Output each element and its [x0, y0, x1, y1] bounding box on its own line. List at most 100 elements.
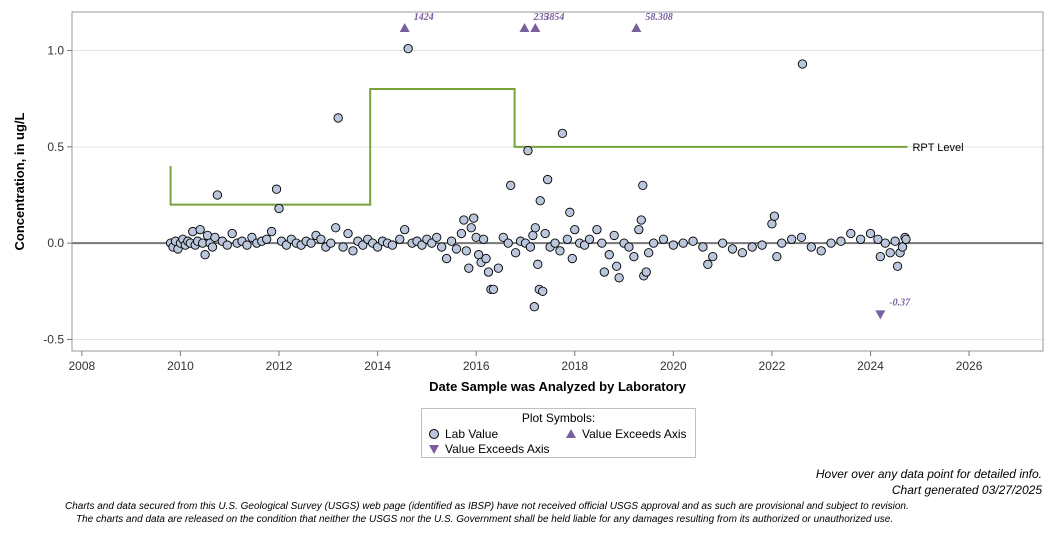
lab-value-point [506, 180, 516, 191]
exceeds-axis-value-label: 235 [532, 12, 548, 23]
x-tick-label: 2010 [167, 359, 194, 373]
lab-value-point [885, 248, 895, 258]
lab-value-point [648, 238, 659, 248]
y-tick-label: -0.5 [43, 332, 64, 346]
lab-value-point [528, 230, 538, 241]
lab-value-point [533, 259, 543, 269]
lab-value-point [555, 246, 565, 256]
lab-value-points [165, 43, 911, 312]
lab-value-point [865, 228, 876, 239]
lab-value-point [892, 261, 903, 271]
lab-value-point [769, 211, 780, 221]
triangle-down-icon [429, 445, 439, 454]
lab-value-point [432, 232, 442, 243]
lab-value-point [708, 251, 718, 262]
lab-value-point [403, 43, 413, 54]
lab-value-point [638, 180, 648, 191]
lab-value-point [525, 242, 536, 252]
exceeds-axis-up-marker [519, 23, 530, 32]
lab-value-point [737, 248, 747, 258]
lab-value-point [641, 267, 651, 277]
lab-value-point [478, 234, 489, 244]
lab-value-point [826, 238, 836, 248]
lab-value-point [875, 251, 885, 262]
lab-value-point [816, 246, 826, 256]
legend-item-exceeds-down: Value Exceeds Axis [428, 442, 550, 456]
lab-value-point [624, 242, 634, 252]
lab-value-point [493, 263, 504, 273]
lab-value-point [880, 238, 890, 248]
lab-value-point [614, 273, 624, 283]
lab-value-point [195, 225, 205, 235]
lab-value-point [535, 196, 545, 206]
lab-value-point [597, 238, 607, 248]
lab-value-point [530, 223, 540, 233]
lab-value-point [387, 240, 398, 250]
lab-value-point [451, 244, 462, 254]
lab-value-point [326, 238, 336, 248]
x-tick-label: 2018 [561, 359, 588, 373]
y-tick-label: 0.0 [47, 236, 64, 250]
lab-value-point [678, 238, 688, 248]
lab-value-point [565, 207, 575, 217]
lab-value-point [343, 228, 353, 239]
exceeds-axis-value-label: 3854 [543, 12, 564, 23]
lab-value-point [529, 302, 539, 312]
lab-value-point [333, 113, 343, 123]
lab-value-point [400, 225, 410, 235]
lab-value-point [466, 223, 476, 233]
x-tick-label: 2020 [660, 359, 687, 373]
chart-generated-date: Chart generated 03/27/2025 [891, 483, 1042, 497]
lab-value-point [567, 253, 577, 264]
lab-value-point [570, 225, 580, 235]
x-tick-label: 2014 [364, 359, 391, 373]
lab-value-point [437, 242, 447, 252]
lab-value-point [846, 228, 856, 239]
x-tick-label: 2012 [266, 359, 293, 373]
lab-value-point [542, 174, 553, 185]
lab-value-point [796, 232, 807, 243]
y-axis-title: Concentration, in ug/L [12, 112, 27, 250]
exceeds-axis-value-label: -0.37 [889, 297, 911, 308]
lab-value-point [806, 242, 816, 252]
lab-value-point [584, 234, 595, 244]
exceeds-axis-down-marker [875, 310, 886, 320]
lab-value-point [890, 236, 900, 246]
lab-value-point [562, 234, 573, 244]
legend-item-exceeds-up: Value Exceeds Axis [565, 427, 687, 441]
plot-frame [71, 11, 1044, 352]
exceeds-axis-up-marker [631, 23, 642, 32]
hover-hint: Hover over any data point for detailed i… [815, 467, 1042, 481]
lab-value-point [338, 242, 348, 252]
disclaimer-line-2: The charts and data are released on the … [76, 514, 894, 525]
lab-value-point [629, 251, 639, 262]
lab-value-point [481, 253, 491, 264]
lab-value-point [459, 215, 469, 225]
y-tick-label: 0.5 [47, 140, 64, 154]
y-axis-ticks: -0.5 0.0 0.5 1.0 [43, 44, 72, 346]
lab-value-point [242, 240, 252, 250]
lab-value-point [446, 236, 457, 246]
lab-value-point [348, 246, 358, 256]
lab-value-point [207, 242, 218, 252]
legend-title: Plot Symbols: [521, 411, 596, 425]
legend-exceeds-up-label: Value Exceeds Axis [582, 427, 687, 441]
x-axis-title: Date Sample was Analyzed by Laboratory [429, 379, 686, 394]
lab-value-point [786, 234, 797, 244]
lab-value-point [901, 234, 911, 244]
legend-exceeds-down-label: Value Exceeds Axis [445, 442, 550, 456]
lab-value-point [316, 234, 326, 244]
lab-value-point [797, 59, 808, 69]
lab-value-point [644, 248, 654, 258]
lab-value-point [604, 250, 614, 260]
lab-value-point [747, 242, 757, 252]
lab-value-point [550, 238, 560, 248]
lab-value-point [464, 263, 474, 273]
lab-value-point [503, 238, 513, 248]
x-tick-label: 2022 [759, 359, 786, 373]
lab-value-point [540, 228, 550, 239]
lab-value-point [897, 242, 908, 252]
lab-value-point [703, 259, 713, 269]
